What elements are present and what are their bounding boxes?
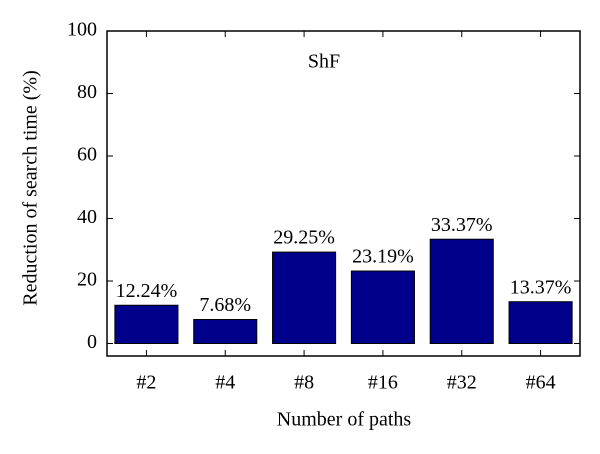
value-label: 7.68% [199,294,251,316]
value-label: 12.24% [116,280,178,302]
y-tick-label: 100 [67,19,97,41]
x-axis-label: Number of paths [277,409,412,431]
y-axis-label: Reduction of search time (%) [20,70,42,305]
x-tick-label: #16 [368,372,398,394]
bar [193,319,258,344]
x-tick-label: #8 [294,372,314,394]
x-tick-label: #64 [526,372,556,394]
y-tick-label: 40 [77,206,97,228]
x-tick-label: #32 [447,372,477,394]
bar [508,301,573,344]
value-label: 33.37% [431,214,493,236]
value-label: 13.37% [510,276,572,298]
x-tick-label: #4 [215,372,235,394]
y-tick-label: 0 [87,331,97,353]
bar [272,251,337,344]
bar [429,238,494,344]
value-label: 23.19% [352,246,414,268]
y-tick-label: 60 [77,144,97,166]
x-tick-label: #2 [136,372,156,394]
bar [114,304,179,344]
plot-frame [106,30,581,357]
value-label: 29.25% [273,227,335,249]
y-tick-label: 80 [77,81,97,103]
annotation: ShF [308,51,340,73]
bar [350,270,415,344]
y-tick-label: 20 [77,269,97,291]
